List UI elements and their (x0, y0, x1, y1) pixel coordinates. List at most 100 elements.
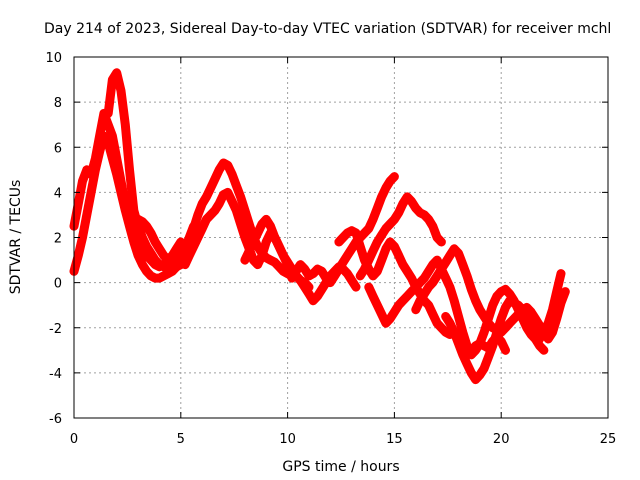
data-point-marker (245, 247, 254, 255)
data-point-marker (228, 170, 237, 179)
data-point-marker (445, 283, 454, 292)
y-tick-label: 4 (54, 186, 62, 201)
data-point-marker (270, 233, 279, 242)
data-point-marker (287, 274, 296, 283)
data-point-marker (275, 262, 284, 271)
data-point-marker (253, 260, 262, 269)
data-point-marker (420, 289, 429, 298)
data-point-marker (441, 312, 450, 321)
data-point-marker (108, 75, 117, 84)
data-point-marker (450, 244, 459, 253)
data-point-marker (510, 298, 518, 307)
data-point-marker (104, 109, 113, 118)
y-axis-label: SDTVAR / TECUs (8, 180, 24, 295)
data-point-marker (394, 301, 403, 310)
data-point-marker (454, 249, 463, 258)
data-point-marker (129, 206, 138, 215)
data-point-marker (505, 296, 514, 305)
data-point-marker (322, 274, 330, 283)
data-point-marker (381, 319, 390, 328)
series-group (69, 68, 570, 385)
data-point-marker (125, 165, 134, 174)
data-point-marker (484, 319, 493, 328)
data-point-marker (454, 339, 463, 348)
data-point-marker (420, 274, 429, 283)
data-point-marker (334, 265, 343, 274)
data-point-marker (544, 319, 553, 328)
data-point-marker (398, 296, 407, 305)
data-point-marker (296, 260, 305, 269)
data-point-marker (305, 271, 313, 280)
series-line-s12 (441, 269, 566, 385)
data-point-marker (381, 183, 390, 192)
data-point-marker (266, 256, 275, 265)
data-point-marker (236, 220, 245, 228)
data-point-marker (411, 305, 420, 314)
data-point-marker (539, 328, 548, 337)
data-point-marker (463, 271, 471, 280)
data-point-marker (313, 292, 322, 301)
data-point-marker (211, 174, 219, 183)
data-point-marker (424, 215, 433, 224)
data-point-marker (317, 267, 326, 276)
data-point-marker (185, 251, 194, 260)
series-points-s10 (364, 256, 548, 359)
data-point-marker (146, 271, 155, 280)
data-point-marker (488, 301, 497, 310)
data-point-marker (544, 335, 553, 343)
data-point-marker (232, 206, 241, 215)
data-point-marker (386, 177, 395, 186)
x-tick-label: 20 (493, 432, 510, 447)
data-point-marker (232, 181, 241, 190)
tick-marks (73, 56, 609, 419)
data-point-marker (360, 229, 369, 237)
data-point-marker (249, 238, 258, 246)
data-point-marker (364, 256, 373, 265)
y-tick-labels: -6 -4 -2 0 2 4 6 8 10 (45, 51, 62, 427)
data-point-marker (458, 260, 467, 269)
data-point-marker (403, 267, 412, 276)
data-point-marker (189, 242, 198, 251)
data-point-marker (403, 292, 412, 301)
data-point-marker (146, 249, 155, 258)
data-point-marker (215, 165, 224, 174)
data-point-marker (433, 271, 442, 280)
data-point-marker (501, 346, 510, 355)
data-point-marker (458, 350, 467, 359)
data-point-marker (475, 339, 484, 348)
data-point-marker (416, 296, 424, 305)
data-point-marker (309, 269, 318, 278)
data-point-marker (121, 120, 130, 129)
data-point-marker (121, 199, 130, 208)
data-point-marker (428, 310, 437, 319)
data-point-marker (159, 251, 168, 260)
data-point-marker (142, 242, 151, 251)
data-point-marker (74, 251, 83, 260)
data-point-marker (428, 222, 437, 231)
data-point-marker (262, 215, 271, 224)
data-point-marker (458, 328, 467, 337)
data-point-marker (471, 346, 480, 355)
data-point-marker (373, 204, 382, 213)
data-point-marker (343, 251, 352, 260)
data-point-marker (373, 301, 382, 310)
data-point-marker (373, 267, 382, 276)
data-point-marker (181, 260, 190, 269)
data-point-marker (433, 319, 442, 328)
data-point-marker (249, 256, 258, 265)
x-tick-labels: 0 5 10 15 20 25 (70, 432, 616, 447)
data-point-marker (155, 274, 164, 283)
data-point-marker (377, 310, 386, 319)
data-point-marker (258, 251, 266, 260)
data-point-marker (266, 222, 275, 231)
data-point-marker (441, 258, 450, 267)
data-point-marker (505, 319, 514, 328)
data-point-marker (245, 220, 254, 228)
data-point-marker (356, 271, 365, 280)
data-point-marker (300, 265, 309, 274)
chart-title: Day 214 of 2023, Sidereal Day-to-day VTE… (44, 21, 611, 37)
data-point-marker (480, 328, 489, 337)
data-point-marker (330, 271, 339, 280)
data-point-marker (539, 346, 548, 355)
